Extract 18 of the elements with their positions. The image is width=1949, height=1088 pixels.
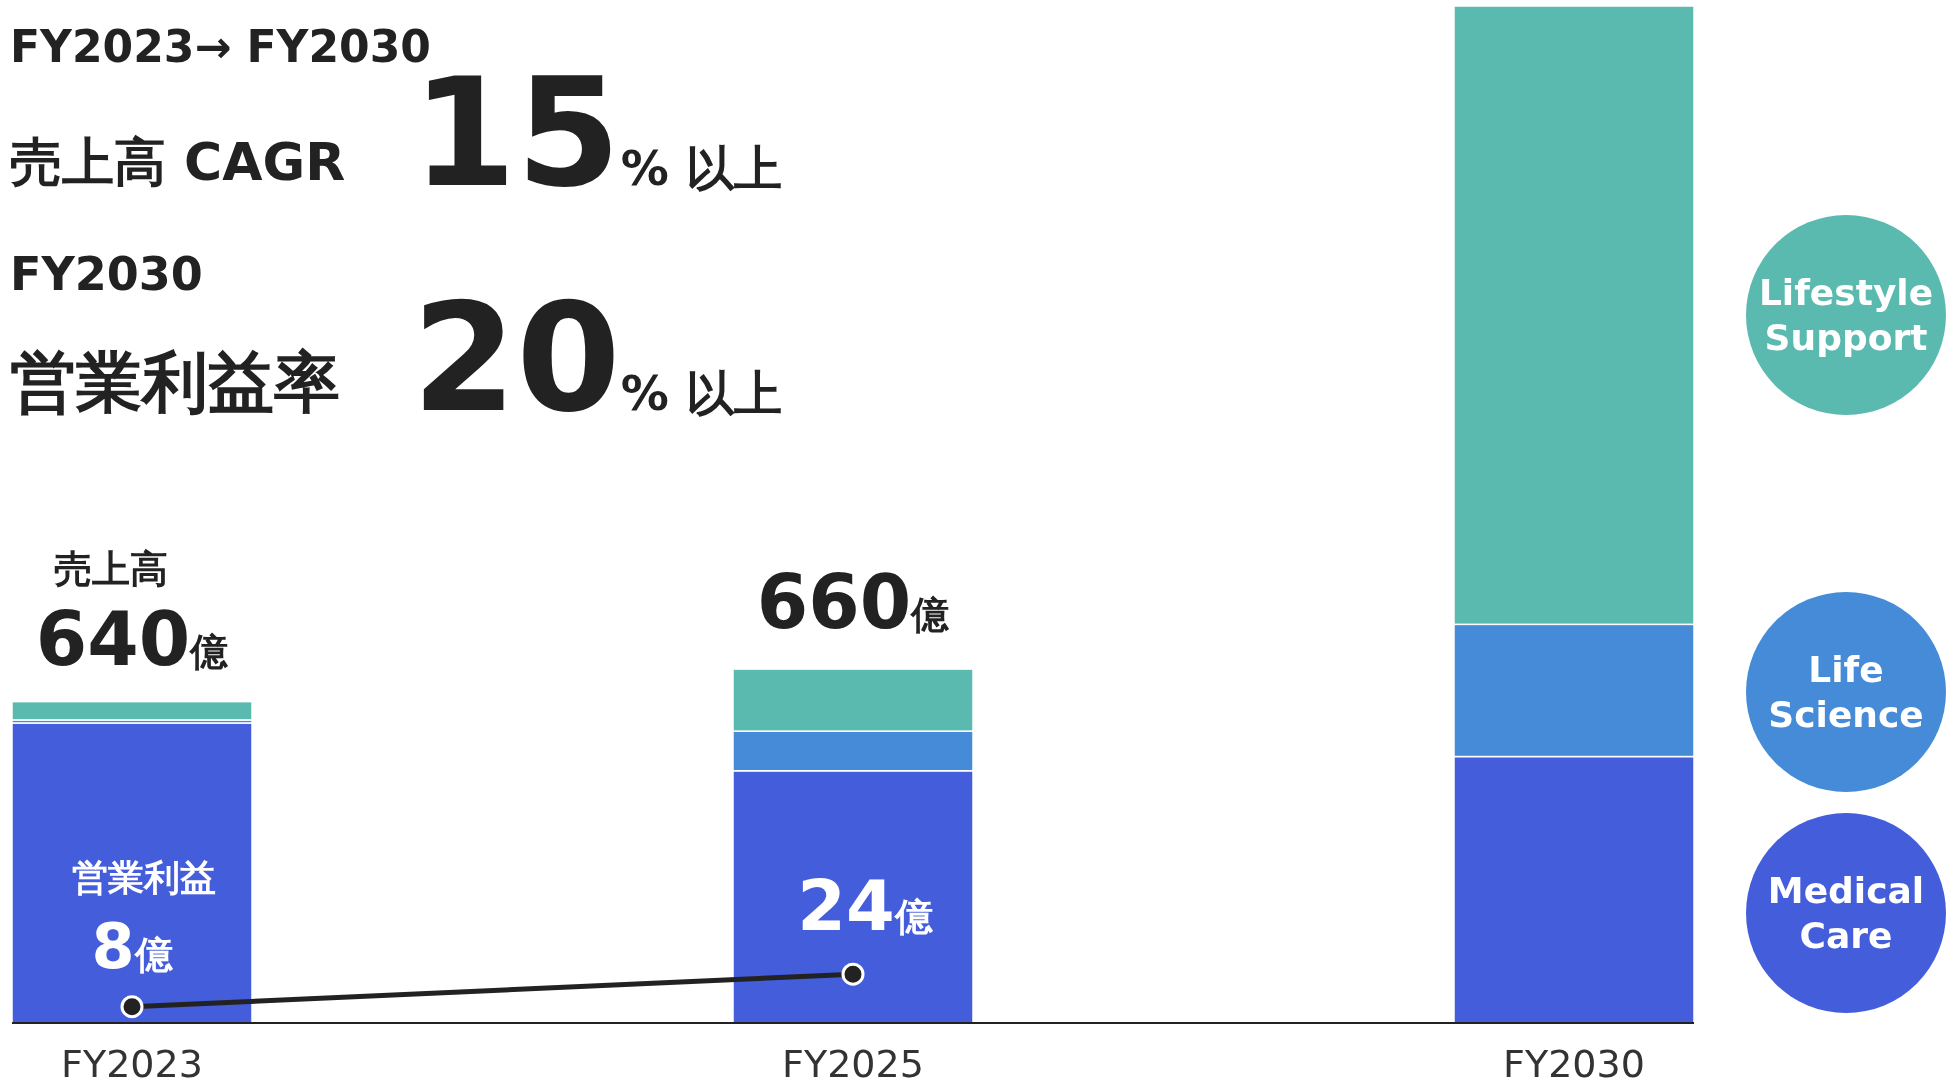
series-label: Lifestyle Support [1758,271,1934,358]
annotation: 営業利益 [72,857,216,898]
annotation: 660億 [756,559,951,645]
annotation: 640億 [35,596,230,682]
x-tick-label: FY2023 [61,1042,203,1086]
text: Life Science [1768,648,1924,735]
annotation: 8億 [91,910,174,983]
annotation: 20% 以上 [412,271,782,445]
annotation: 売上高 [54,547,168,591]
annotation: 営業利益率 [10,344,340,421]
annotation: FY2030 [10,247,203,301]
text: Medical Care [1767,869,1925,956]
annotation: 24億 [797,865,934,947]
x-tick-label: FY2025 [782,1042,924,1086]
annotation: 売上高 CAGR [10,132,346,192]
x-tick-label: FY2030 [1503,1042,1645,1086]
bar [11,700,253,721]
bar [11,722,253,1024]
